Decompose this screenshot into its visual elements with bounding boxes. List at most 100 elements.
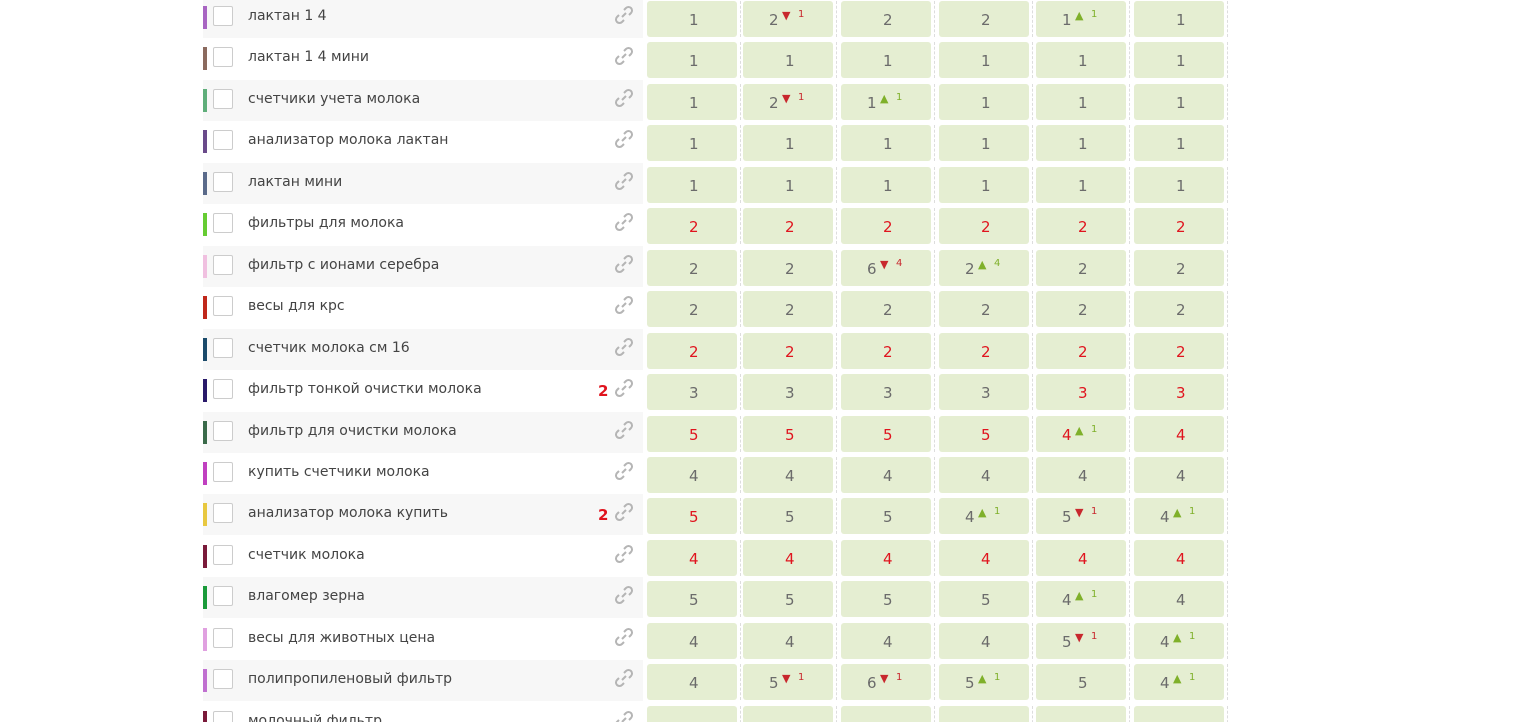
position: 2	[1176, 218, 1186, 237]
position: 4	[785, 549, 795, 568]
position-cell: 2	[841, 332, 931, 369]
position: 4	[981, 466, 991, 485]
position-cell: 1	[647, 1, 737, 37]
position-cell: 4 ▲ 1	[1036, 581, 1126, 618]
position-cell: 5	[743, 581, 833, 618]
link-icon[interactable]	[613, 211, 635, 237]
checkbox[interactable]	[213, 337, 233, 358]
separator	[934, 622, 935, 659]
link-icon[interactable]	[613, 460, 635, 486]
position-cell: 2	[939, 291, 1029, 328]
checkbox[interactable]	[213, 379, 233, 400]
separator	[1129, 125, 1130, 162]
keyword-row: счетчик молока см 16 2 2 2 2 2 2	[203, 328, 1228, 370]
checkbox[interactable]	[213, 544, 233, 565]
position-cell: 2	[1134, 249, 1224, 286]
position-cell: 3	[841, 374, 931, 411]
position: 5	[689, 425, 699, 444]
position: 5	[785, 425, 795, 444]
link-icon[interactable]	[613, 419, 635, 445]
position-cell: 1	[1036, 166, 1126, 203]
separator	[934, 415, 935, 452]
separator	[934, 705, 935, 722]
position: 4	[1176, 591, 1186, 610]
position-cell: 1	[647, 125, 737, 162]
link-icon[interactable]	[613, 377, 635, 403]
position: 4	[689, 549, 699, 568]
position: 4	[1176, 549, 1186, 568]
checkbox[interactable]	[213, 586, 233, 607]
trend-arrow: ▲	[880, 91, 889, 105]
separator	[740, 539, 741, 576]
position: 2	[1078, 342, 1088, 361]
link-icon[interactable]	[613, 501, 635, 527]
link-icon[interactable]	[613, 626, 635, 652]
checkbox[interactable]	[213, 710, 233, 722]
position: 4	[689, 674, 699, 693]
checkbox[interactable]	[213, 420, 233, 441]
separator	[1032, 1, 1033, 37]
separator	[1227, 332, 1228, 369]
position-cell: 2	[1134, 332, 1224, 369]
position-cell: 1	[841, 125, 931, 162]
position: 1	[981, 93, 991, 112]
separator	[1227, 166, 1228, 203]
keyword: лактан мини	[248, 173, 343, 190]
link-icon[interactable]	[613, 170, 635, 196]
separator	[740, 622, 741, 659]
checkbox[interactable]	[213, 503, 233, 524]
position-cell: 5	[647, 581, 737, 618]
link-icon[interactable]	[613, 543, 635, 569]
link-icon[interactable]	[613, 584, 635, 610]
trend-arrow: ▼	[782, 9, 791, 22]
link-icon[interactable]	[613, 128, 635, 154]
checkbox[interactable]	[213, 296, 233, 317]
checkbox[interactable]	[213, 213, 233, 234]
link-icon[interactable]	[613, 4, 635, 30]
separator	[934, 83, 935, 120]
position-cell: 2	[743, 291, 833, 328]
position: 1	[1176, 135, 1186, 154]
color-bar	[203, 254, 207, 278]
link-icon[interactable]	[613, 667, 635, 693]
position-cell: 1 ▲ 1	[841, 83, 931, 120]
position-cell: 2	[939, 208, 1029, 245]
position: 2	[785, 259, 795, 278]
separator	[1129, 622, 1130, 659]
link-icon[interactable]	[613, 253, 635, 279]
checkbox[interactable]	[213, 6, 233, 26]
checkbox[interactable]	[213, 47, 233, 68]
position-cell: 4	[647, 664, 737, 701]
separator	[1032, 291, 1033, 328]
position-cell: 2 ▲ 4	[939, 249, 1029, 286]
position-cell: 1	[1036, 125, 1126, 162]
link-icon[interactable]	[613, 294, 635, 320]
position-cell: 5	[841, 415, 931, 452]
position: 3	[1176, 384, 1186, 403]
separator	[1227, 539, 1228, 576]
position: 4	[883, 466, 893, 485]
position-cell: 2	[1134, 208, 1224, 245]
trend-arrow: ▼	[1075, 630, 1084, 644]
link-icon[interactable]	[613, 709, 635, 722]
separator	[1032, 415, 1033, 452]
separator	[934, 539, 935, 576]
row-background	[203, 577, 643, 619]
link-icon[interactable]	[613, 336, 635, 362]
separator	[740, 249, 741, 286]
link-icon[interactable]	[613, 45, 635, 71]
separator	[740, 1, 741, 37]
position-cell: 3	[743, 374, 833, 411]
checkbox[interactable]	[213, 88, 233, 109]
position-cell	[841, 705, 931, 722]
checkbox[interactable]	[213, 461, 233, 482]
separator	[1129, 456, 1130, 493]
checkbox[interactable]	[213, 171, 233, 192]
checkbox[interactable]	[213, 627, 233, 648]
checkbox[interactable]	[213, 254, 233, 275]
checkbox[interactable]	[213, 669, 233, 690]
position-cell: 4	[939, 539, 1029, 576]
badge: 2	[598, 506, 609, 525]
link-icon[interactable]	[613, 87, 635, 113]
checkbox[interactable]	[213, 130, 233, 151]
